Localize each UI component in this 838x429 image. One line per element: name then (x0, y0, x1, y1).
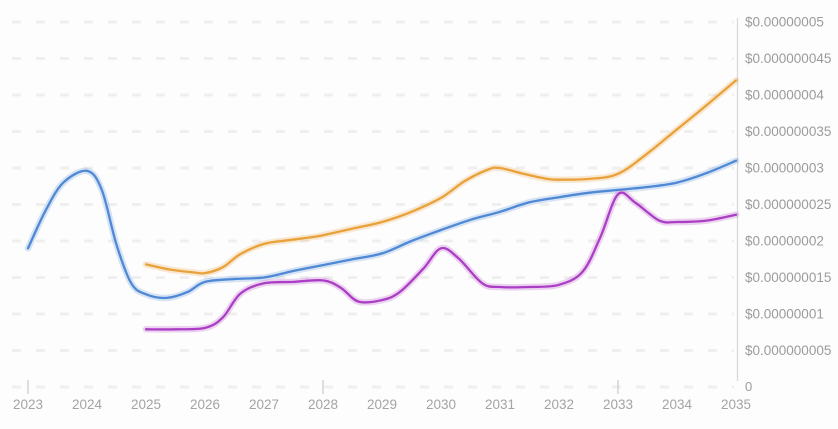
y-axis-label: $0.000000005 (745, 343, 831, 358)
x-axis-label: 2024 (72, 397, 103, 412)
y-axis-label: $0.000000045 (745, 51, 831, 66)
y-axis-label: $0.00000005 (745, 15, 824, 30)
y-axis-label: $0.000000035 (745, 124, 831, 139)
blue-line[interactable] (26, 159, 738, 300)
x-axis-label: 2029 (367, 397, 397, 412)
magenta-line[interactable] (144, 191, 738, 331)
x-axis-label: 2030 (426, 397, 456, 412)
orange-line-glow (142, 77, 740, 277)
series-layer (24, 77, 740, 333)
y-axis-zero-label: 0 (745, 379, 752, 394)
y-axis-label: $0.000000015 (745, 270, 831, 285)
x-axis-label: 2028 (308, 397, 338, 412)
y-axis-label: $0.00000002 (745, 234, 824, 249)
y-axis-label: $0.00000003 (745, 161, 824, 176)
x-axis-label: 2027 (249, 397, 279, 412)
orange-line[interactable] (144, 79, 738, 275)
axis-layer (27, 18, 739, 394)
x-axis-label: 2023 (13, 397, 43, 412)
x-axis-label: 2035 (721, 397, 751, 412)
x-axis-label: 2031 (485, 397, 515, 412)
x-axis-label: 2025 (131, 397, 161, 412)
x-axis-label: 2033 (603, 397, 633, 412)
x-axis-label: 2032 (544, 397, 574, 412)
y-axis-label: $0.00000004 (745, 88, 824, 103)
x-axis-label: 2026 (190, 397, 220, 412)
grid-layer (12, 20, 734, 389)
label-layer: $0.00000005 $0.000000045 $0.00000004 $0.000… (13, 15, 831, 413)
y-axis-label: $0.00000001 (745, 307, 824, 322)
y-axis-label: $0.000000025 (745, 197, 831, 212)
x-axis-label: 2034 (662, 397, 693, 412)
